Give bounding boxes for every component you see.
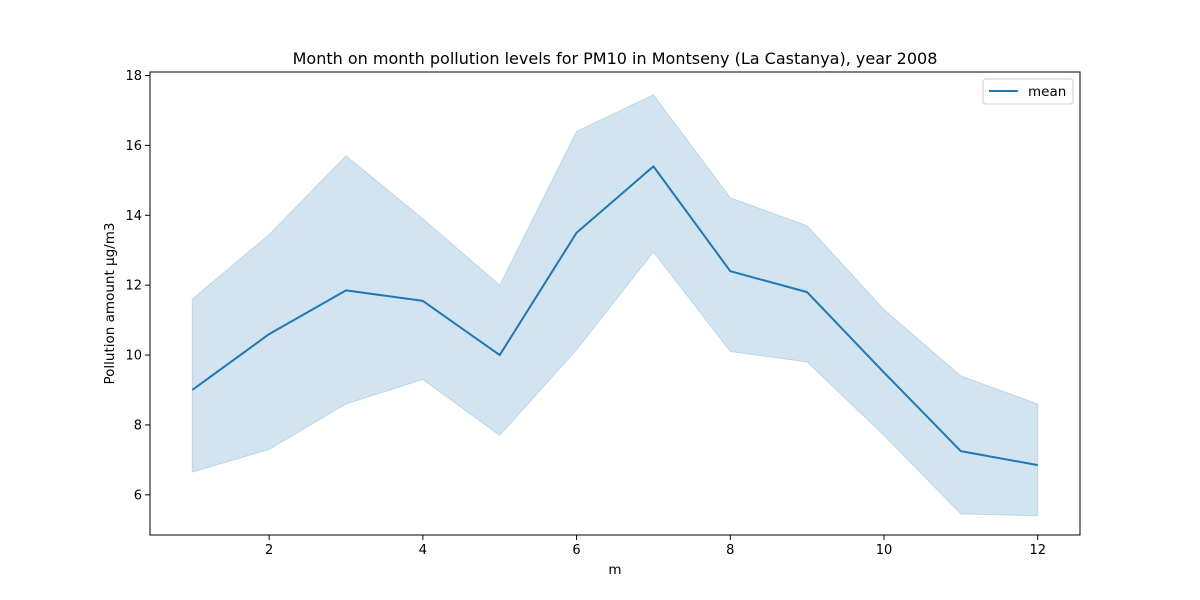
x-tick-label: 4 — [419, 543, 427, 558]
confidence-band-mean — [191, 94, 1039, 517]
axes-frame — [149, 71, 1081, 536]
y-tick-label: 16 — [125, 139, 142, 154]
plot-area — [191, 94, 1039, 517]
y-tick-label: 18 — [125, 69, 142, 84]
x-axis-label: m — [608, 562, 621, 578]
y-tick-label: 10 — [125, 349, 142, 364]
series-line-mean — [191, 165, 1038, 467]
y-tick-label: 14 — [125, 209, 142, 224]
y-tick-label: 12 — [125, 279, 142, 294]
x-tick-label: 10 — [876, 543, 893, 558]
y-tick-label: 8 — [134, 418, 142, 433]
y-tick-label: 6 — [134, 488, 142, 503]
legend-label-mean: mean — [1028, 84, 1066, 100]
x-tick-label: 6 — [572, 543, 580, 558]
y-axis: 6 8 10 12 14 16 18 — [125, 69, 150, 503]
x-tick-label: 12 — [1029, 543, 1046, 558]
x-axis: 2 4 6 8 10 12 — [265, 535, 1046, 558]
chart-title: Month on month pollution levels for PM10… — [293, 49, 938, 68]
x-tick-label: 8 — [726, 543, 734, 558]
x-tick-label: 2 — [265, 543, 273, 558]
y-axis-label: Pollution amount µg/m3 — [102, 223, 118, 385]
legend-box — [982, 78, 1074, 105]
legend: mean — [982, 78, 1074, 105]
